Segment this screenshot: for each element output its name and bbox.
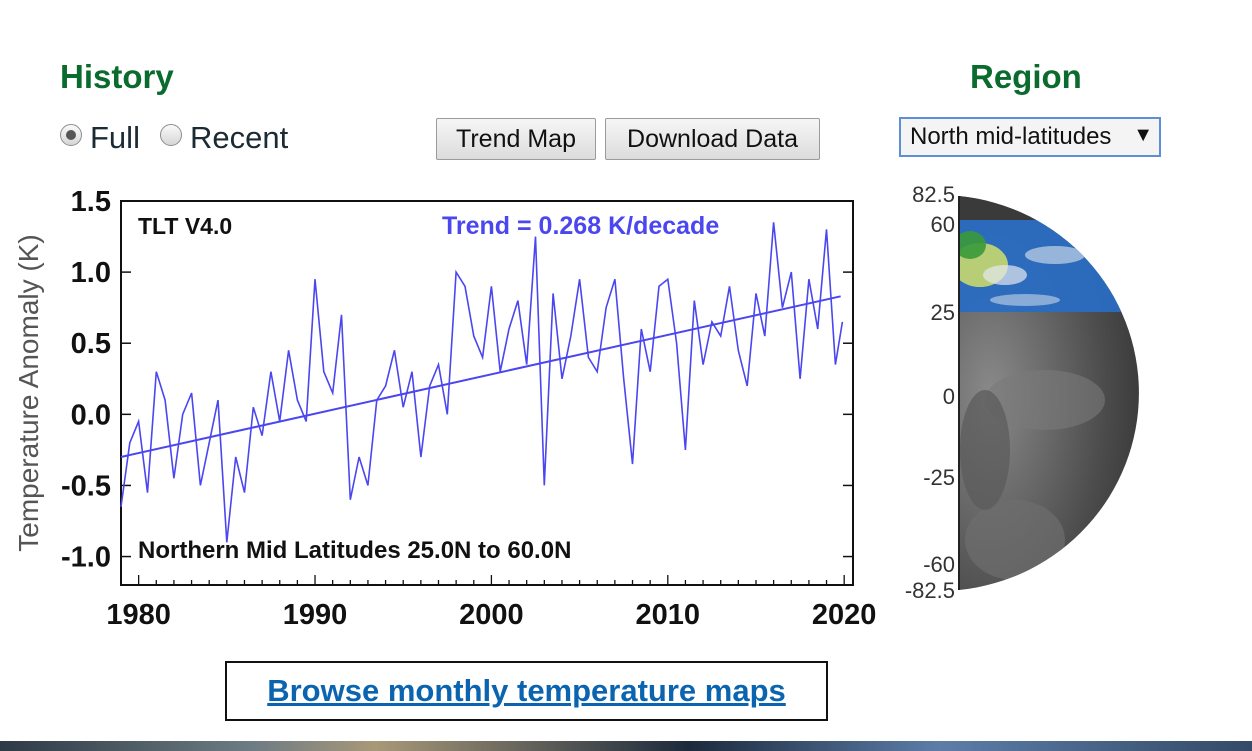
- latitude-labels: 82.5 60 25 0 -25 -60-82.5: [905, 182, 955, 603]
- x-axis: 1980 1990 2000 2010 2020: [106, 575, 876, 631]
- chevron-down-icon[interactable]: ▼: [1133, 124, 1153, 146]
- history-radio-group: Full Recent: [60, 120, 308, 156]
- radio-full[interactable]: Full: [60, 120, 140, 156]
- latitude-label: 60: [931, 212, 955, 237]
- download-data-button[interactable]: Download Data: [605, 118, 820, 160]
- y-tick-label: 0.0: [71, 399, 111, 431]
- region-heading: Region: [970, 58, 1082, 95]
- latitude-label: 0: [943, 384, 955, 409]
- footer-banner-strip: [0, 741, 1252, 751]
- radio-full-label[interactable]: Full: [90, 120, 140, 155]
- trend-map-button[interactable]: Trend Map: [436, 118, 596, 160]
- latitude-label: -25: [923, 465, 955, 490]
- temperature-chart: 1.5 1.0 0.5 0.0 -0.5 -1.0 1980 1990 2000 2010 202…: [13, 186, 876, 631]
- x-tick-label: 1990: [283, 599, 348, 631]
- x-tick-label: 2000: [459, 599, 524, 631]
- dataset-label: TLT V4.0: [138, 213, 232, 239]
- region-globe: 82.5 60 25 0 -25 -60-82.5: [905, 182, 1139, 603]
- radio-recent-indicator[interactable]: [159, 124, 182, 146]
- radio-full-indicator[interactable]: [60, 124, 82, 146]
- radio-recent-label[interactable]: Recent: [189, 120, 289, 155]
- browse-maps-link[interactable]: Browse monthly temperature maps: [267, 673, 786, 708]
- history-heading: History: [60, 58, 174, 95]
- region-label: Northern Mid Latitudes 25.0N to 60.0N: [138, 537, 571, 564]
- globe-image: [959, 196, 1139, 590]
- plot-frame: [120, 200, 854, 586]
- x-tick-label: 1980: [106, 599, 171, 631]
- browse-maps-box: Browse monthly temperature maps: [225, 661, 828, 721]
- x-tick-label: 2020: [812, 599, 877, 631]
- y-tick-label: -0.5: [61, 470, 111, 502]
- latitude-label: 25: [931, 300, 955, 325]
- y-tick-label: 1.0: [71, 257, 111, 289]
- y-tick-label: 0.5: [71, 328, 111, 360]
- latitude-label: -60: [923, 552, 955, 577]
- radio-recent[interactable]: Recent: [159, 120, 289, 156]
- latitude-label: -82.5: [905, 578, 955, 603]
- latitude-label: 82.5: [912, 182, 955, 207]
- y-tick-label: 1.5: [71, 186, 111, 218]
- y-tick-label: -1.0: [61, 542, 111, 574]
- y-axis-label: Temperature Anomaly (K): [13, 234, 44, 551]
- series-line: [120, 222, 844, 543]
- region-select[interactable]: North mid-latitudes ▼: [899, 117, 1161, 157]
- trend-label: Trend = 0.268 K/decade: [442, 212, 719, 240]
- region-select-value[interactable]: North mid-latitudes: [910, 123, 1112, 150]
- y-axis: 1.5 1.0 0.5 0.0 -0.5 -1.0: [61, 186, 853, 574]
- x-tick-label: 2010: [636, 599, 701, 631]
- trend-line: [120, 295, 841, 458]
